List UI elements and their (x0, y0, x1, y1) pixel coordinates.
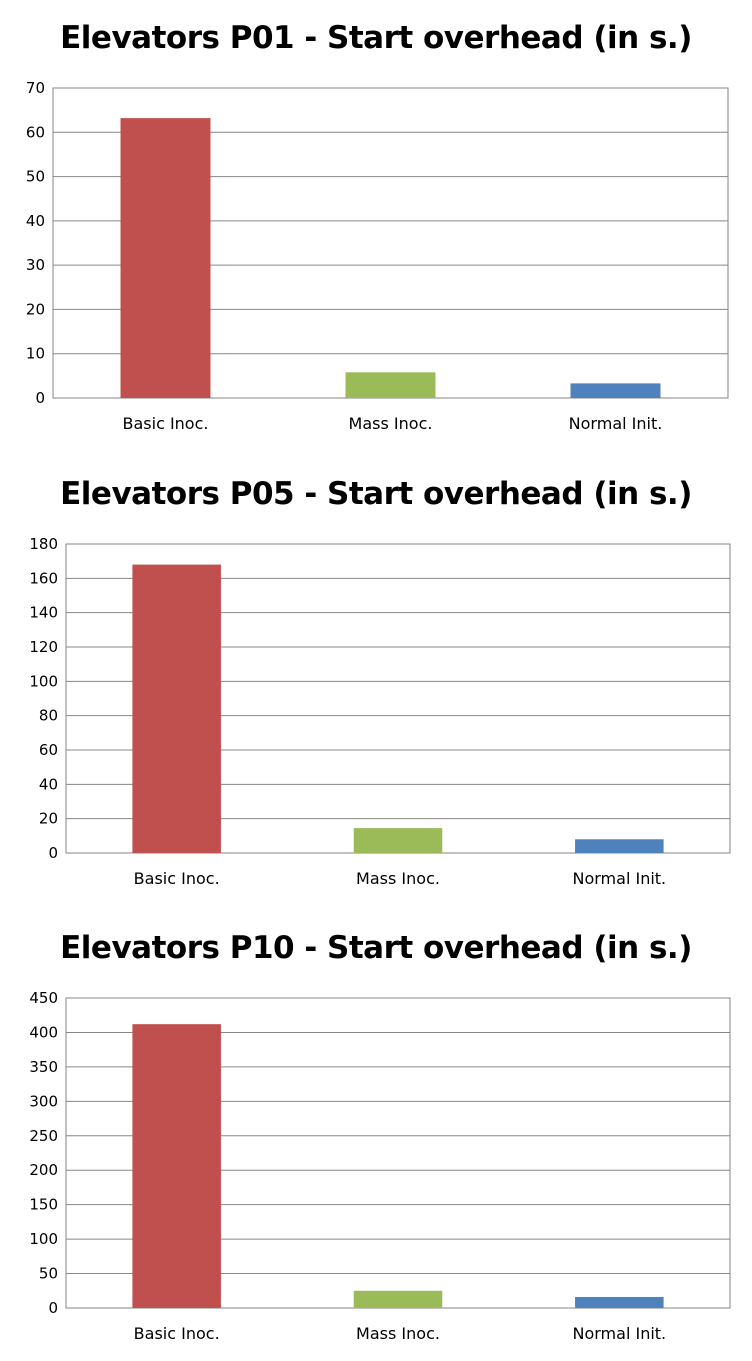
y-tick-label: 0 (35, 389, 45, 407)
y-tick-label: 50 (39, 1265, 58, 1283)
y-tick-label: 150 (29, 1196, 58, 1214)
y-tick-label: 60 (26, 123, 45, 141)
y-tick-label: 450 (29, 989, 58, 1007)
bar-chart-p10: 0 50 100 150 200 250 300 350 400 450 Basic Inoc. Ma… (29, 989, 731, 1343)
y-tick-label: 250 (29, 1127, 58, 1145)
y-tick-label: 40 (39, 775, 58, 793)
bar (575, 839, 664, 853)
x-category-label: Basic Inoc. (134, 869, 220, 888)
chart-title: Elevators P10 - Start overhead (in s.) (60, 930, 692, 966)
chart-title: Elevators P01 - Start overhead (in s.) (60, 20, 692, 56)
y-tick-label: 60 (39, 741, 58, 759)
x-category-label: Mass Inoc. (349, 414, 433, 433)
x-category-label: Normal Init. (569, 414, 663, 433)
y-tick-label: 40 (26, 212, 45, 230)
bar (345, 372, 436, 398)
x-category-label: Normal Init. (573, 1324, 667, 1343)
x-category-label: Basic Inoc. (123, 414, 209, 433)
y-tick-label: 10 (26, 345, 45, 363)
x-category-label: Basic Inoc. (134, 1324, 220, 1343)
chart-panel-p01: Elevators P01 - Start overhead (in s.) 0… (0, 0, 752, 450)
y-tick-label: 200 (29, 1161, 58, 1179)
chart-panel-p10: Elevators P10 - Start overhead (in s.) 0… (0, 910, 752, 1360)
y-tick-label: 140 (29, 604, 58, 622)
chart-title: Elevators P05 - Start overhead (in s.) (60, 476, 692, 512)
bar-chart-p05: 0 20 40 60 80 100 120 140 160 180 Basic Inoc. Mass … (29, 535, 731, 888)
y-tick-label: 160 (29, 569, 58, 587)
y-tick-label: 100 (29, 672, 58, 690)
bar (132, 1024, 221, 1308)
y-tick-label: 400 (29, 1023, 58, 1041)
y-tick-label: 20 (26, 300, 45, 318)
y-tick-label: 30 (26, 256, 45, 274)
y-tick-label: 300 (29, 1092, 58, 1110)
bar (353, 828, 443, 853)
y-tick-label: 0 (48, 844, 58, 862)
y-tick-label: 50 (26, 168, 45, 186)
y-tick-label: 70 (26, 79, 45, 97)
x-category-label: Mass Inoc. (356, 869, 440, 888)
y-tick-label: 100 (29, 1230, 58, 1248)
y-tick-label: 350 (29, 1058, 58, 1076)
y-tick-label: 20 (39, 810, 58, 828)
bar-chart-p01: 0 10 20 30 40 50 60 70 Basic Inoc. Mass Inoc. Norm… (26, 79, 729, 433)
x-category-label: Mass Inoc. (356, 1324, 440, 1343)
x-category-label: Normal Init. (573, 869, 667, 888)
y-tick-label: 80 (39, 707, 58, 725)
bar (570, 383, 661, 398)
bar (120, 118, 211, 398)
bar (132, 564, 221, 853)
y-tick-label: 120 (29, 638, 58, 656)
chart-panel-p05: Elevators P05 - Start overhead (in s.) 0… (0, 456, 752, 906)
y-tick-label: 0 (48, 1299, 58, 1317)
bar (575, 1296, 664, 1308)
bar (353, 1290, 443, 1308)
y-tick-label: 180 (29, 535, 58, 553)
